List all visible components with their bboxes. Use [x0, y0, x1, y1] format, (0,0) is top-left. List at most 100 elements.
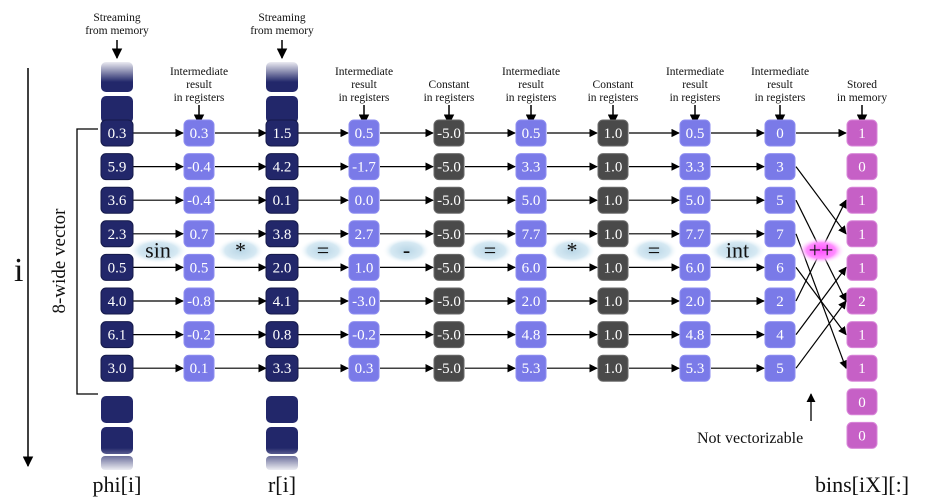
cell-value: 0.5 — [522, 126, 541, 142]
column-header-line: Constant — [429, 79, 471, 91]
operator-glow — [299, 237, 347, 264]
cell-value: 6.0 — [522, 260, 541, 276]
cell-register: 4.8 — [515, 321, 547, 349]
cell-box — [515, 153, 547, 181]
cell-box — [597, 119, 629, 147]
cell-constant: -5.0 — [433, 186, 465, 214]
cell-value: 0.0 — [355, 193, 374, 209]
column-header-line: from memory — [85, 25, 149, 37]
cell-value: 0.3 — [355, 361, 374, 377]
cell-box — [764, 220, 796, 248]
cell-box — [265, 253, 299, 281]
cell-constant: -5.0 — [433, 253, 465, 281]
column-header-line: result — [351, 79, 377, 91]
cell-box — [515, 220, 547, 248]
cell-box — [265, 186, 299, 214]
cell-value: -5.0 — [437, 193, 461, 209]
cell-value: 5.3 — [686, 361, 705, 377]
cell-value: 0 — [858, 395, 866, 411]
cell-register: 0.5 — [348, 119, 380, 147]
cell-value: 5 — [776, 193, 784, 209]
cell-constant: 1.0 — [597, 186, 629, 214]
cell-box — [100, 354, 134, 382]
cell-stored: 2 — [846, 287, 878, 315]
cell-stored: 0 — [846, 421, 878, 449]
cell-register: 1.0 — [348, 253, 380, 281]
cell-box — [100, 287, 134, 315]
cell-box — [679, 321, 711, 349]
column-header-line: result — [767, 79, 793, 91]
cell-constant: -5.0 — [433, 287, 465, 315]
vector-label: 8-wide vector — [49, 208, 70, 314]
cell-value: 2 — [776, 294, 784, 310]
cell-register: 7.7 — [679, 220, 711, 248]
arrows-layer — [133, 128, 848, 373]
column-header-line: Constant — [593, 79, 635, 91]
cells-layer: 0.3 5.9 3.6 2.3 0.5 4.0 6.1 3.0 0.3 -0.4 -0.4 0.7 0.… — [100, 119, 878, 449]
cell-stored: 1 — [846, 119, 878, 147]
cell-box — [100, 253, 134, 281]
cell-register: 6.0 — [515, 253, 547, 281]
cell-box — [846, 421, 878, 449]
cell-memory: 0.8 — [265, 321, 299, 349]
cell-box — [846, 220, 878, 248]
cell-value: 1.0 — [355, 260, 374, 276]
cell-memory: 4.2 — [265, 153, 299, 181]
cell-box — [433, 287, 465, 315]
cell-register: 7 — [764, 220, 796, 248]
cell-value: 1.0 — [604, 227, 623, 243]
cell-register: 0.5 — [679, 119, 711, 147]
cell-register: 2.7 — [348, 220, 380, 248]
column-header-line: in registers — [755, 92, 806, 104]
cell-value: -0.2 — [187, 328, 211, 344]
cell-box — [846, 354, 878, 382]
column-header-line: in registers — [174, 92, 225, 104]
cell-value: -0.4 — [187, 193, 211, 209]
cell-register: 3.3 — [515, 153, 547, 181]
cell-memory: 2.3 — [100, 220, 134, 248]
cell-value: 1.5 — [273, 126, 292, 142]
cell-box — [265, 153, 299, 181]
cell-constant: 1.0 — [597, 321, 629, 349]
column-header-line: in registers — [339, 92, 390, 104]
cell-value: 0.3 — [190, 126, 209, 142]
cell-box — [433, 354, 465, 382]
column-header-line: Intermediate — [666, 66, 724, 78]
cell-box — [764, 354, 796, 382]
cell-value: 2.0 — [273, 260, 292, 276]
cell-value: 1 — [858, 260, 866, 276]
cell-value: 4.8 — [686, 328, 705, 344]
cell-value: 0.3 — [108, 126, 127, 142]
operator-glow — [630, 237, 678, 264]
cell-box — [183, 253, 215, 281]
cell-constant: -5.0 — [433, 321, 465, 349]
column-header-line: Intermediate — [335, 66, 393, 78]
cell-register: -3.0 — [348, 287, 380, 315]
column-header-line: Streaming — [258, 12, 306, 24]
column-header-line: Intermediate — [502, 66, 560, 78]
cell-box — [846, 153, 878, 181]
operator-glow — [382, 237, 431, 264]
cell-box — [764, 119, 796, 147]
cell-register: 0.7 — [183, 220, 215, 248]
column-header-line: result — [518, 79, 544, 91]
cell-value: 3 — [776, 160, 784, 176]
cell-constant: 1.0 — [597, 253, 629, 281]
cell-value: 3.3 — [522, 160, 541, 176]
cell-memory: 4.1 — [265, 287, 299, 315]
cell-memory: 6.1 — [100, 321, 134, 349]
cell-value: 0.5 — [108, 260, 127, 276]
cell-box — [764, 253, 796, 281]
cell-value: 1.0 — [604, 160, 623, 176]
cell-box — [183, 220, 215, 248]
cell-register: 5 — [764, 186, 796, 214]
vector-bracket-line — [76, 128, 98, 395]
cell-value: -5.0 — [437, 227, 461, 243]
cell-box — [100, 153, 134, 181]
